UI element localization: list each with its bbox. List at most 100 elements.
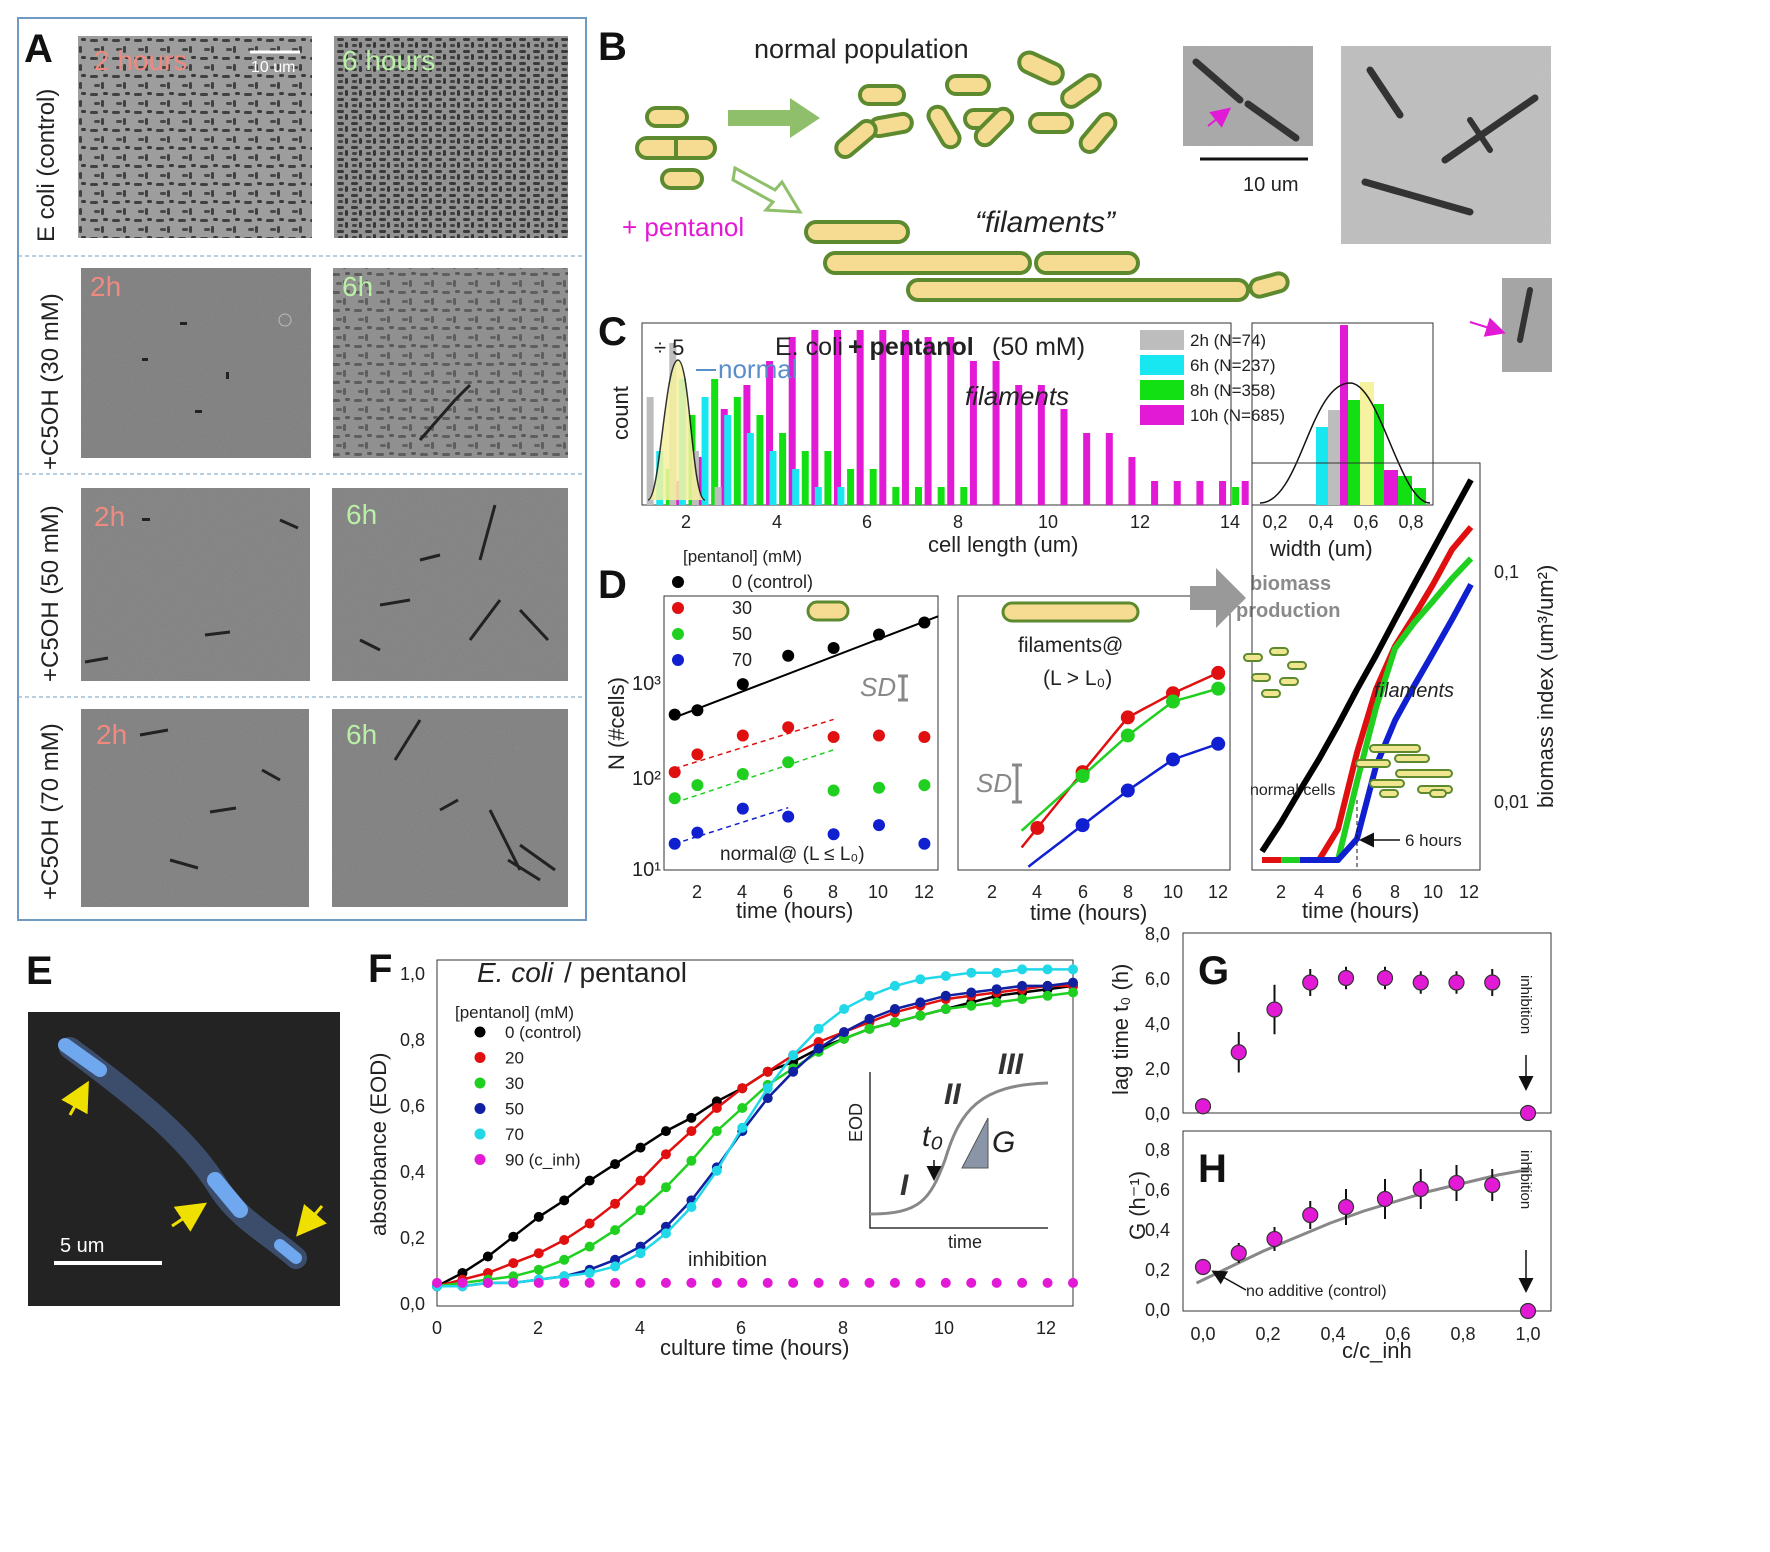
d1-plot (668, 615, 939, 850)
lag-point (1412, 974, 1429, 991)
growth-point (813, 1043, 824, 1054)
growth-point (533, 1211, 544, 1222)
panel-a-letter: A (24, 27, 53, 71)
d1-xtick: 10 (868, 882, 888, 902)
row-label-70mm: +C5OH (70 mM) (37, 723, 64, 900)
f-ytick: 0,4 (400, 1162, 425, 1182)
f-xtick: 6 (736, 1318, 746, 1338)
panel-a-frame (17, 17, 587, 921)
rate-point (1194, 1258, 1212, 1276)
width-xlabel: width (um) (1269, 536, 1373, 561)
c-legend: 2h (N=74) 6h (N=237) 8h (N=358) 10h (N=6… (1140, 330, 1285, 425)
growth-point (966, 1000, 977, 1011)
hist-bar (1083, 433, 1091, 505)
d2-frame (957, 595, 1231, 871)
count-axis-label: count (608, 386, 633, 440)
rate-point (1448, 1174, 1465, 1192)
growth-point (940, 990, 951, 1001)
hist-bar (788, 337, 796, 505)
panel-c: C ÷ 5 normal E. coli + pentanol (50 mM) … (598, 310, 1434, 561)
normal-count-point (827, 828, 840, 841)
hist-bar (801, 451, 809, 505)
yellow-arrow (296, 1203, 327, 1237)
growth-point (1042, 1277, 1053, 1288)
growth-point (711, 1126, 722, 1137)
f-xtick: 8 (838, 1318, 848, 1338)
f-legend-dot (474, 1052, 486, 1063)
biomass-ylabel: biomass index (um³/um²) (1533, 565, 1558, 808)
d2-xlabel: time (hours) (1030, 900, 1147, 925)
growth-point (940, 1277, 951, 1288)
f-legend: 0 (control) 20 30 50 70 90 (c_inh) (474, 1023, 582, 1170)
micrograph-70mm-6h (332, 709, 568, 907)
growth-point (1068, 964, 1078, 975)
growth-point (915, 974, 926, 985)
width-histogram (1259, 325, 1431, 505)
h-xtick: 0,6 (1385, 1324, 1410, 1344)
c-title-bold: + pentanol (848, 333, 974, 361)
normal-count-point (668, 766, 681, 779)
hist-bar (1232, 487, 1240, 505)
growth-point (635, 1142, 646, 1153)
h-ytick: 0,2 (1145, 1260, 1170, 1280)
panel-c-letter: C (598, 310, 627, 354)
h-xlabel: c/c_inh (1342, 1338, 1412, 1363)
d3-plot (1259, 478, 1474, 863)
normal-count-point (691, 779, 704, 792)
normal-growth-arrow (728, 98, 820, 138)
time-label-control-6h: 6 hours (342, 45, 435, 76)
d1-xtick: 6 (783, 882, 793, 902)
growth-point (533, 1248, 544, 1259)
d-legend-label: 30 (732, 598, 752, 618)
mini-filament-cells (1355, 744, 1453, 798)
c-xtick: 2 (681, 512, 691, 532)
hist-bar (892, 487, 900, 505)
growth-point (762, 1093, 773, 1104)
hist-bar (947, 337, 955, 505)
hist-bar (711, 379, 719, 505)
d1-xtick: 12 (914, 882, 934, 902)
g-ytick: 4,0 (1145, 1014, 1170, 1034)
growth-point (991, 967, 1002, 978)
growth-point (584, 1277, 595, 1288)
d1-ytick: 10¹ (632, 859, 661, 881)
control-fit-line (674, 615, 939, 719)
t0-label: t₀ (922, 1120, 943, 1153)
normal-fit-curve (647, 359, 706, 501)
growth-point (864, 1023, 875, 1034)
lag-point (1484, 974, 1501, 991)
f-legend-dot (474, 1103, 486, 1114)
growth-point (737, 1122, 748, 1133)
hist-bar (756, 415, 764, 505)
b-scale-bar-label: 10 um (1243, 174, 1299, 196)
growth-point (864, 1013, 875, 1024)
biomass-arrow (1190, 568, 1246, 628)
d2-xtick: 10 (1163, 882, 1183, 902)
g-inhibition-label: inhibition (1517, 975, 1534, 1034)
hist-bar (960, 487, 968, 505)
normal-count-point (736, 678, 749, 691)
f-ytick: 0,8 (400, 1030, 425, 1050)
f-legend-dot (474, 1128, 486, 1140)
div5-label: ÷ 5 (654, 335, 684, 360)
hist-bar (1015, 385, 1023, 505)
c-title-conc: (50 mM) (992, 333, 1085, 361)
d-ylabel: N (#cells) (604, 677, 629, 770)
c-xtick: 6 (862, 512, 872, 532)
d2-xtick: 8 (1123, 882, 1133, 902)
growth-point (635, 1205, 646, 1216)
growth-point (966, 1277, 977, 1288)
filament-count-point (1120, 783, 1135, 798)
growth-point (711, 1277, 722, 1288)
growth-point (915, 1010, 926, 1021)
lag-point (1519, 1104, 1537, 1122)
hist-bar (766, 361, 774, 505)
normal-count-point (668, 708, 681, 721)
hist-bar (733, 397, 741, 505)
c-xtick: 10 (1038, 512, 1058, 532)
f-xtick: 12 (1036, 1318, 1056, 1338)
d3-xtick: 12 (1459, 882, 1479, 902)
normal-cell-icon (806, 600, 850, 622)
phase-iii: III (998, 1048, 1024, 1081)
rate-point (1266, 1230, 1283, 1248)
